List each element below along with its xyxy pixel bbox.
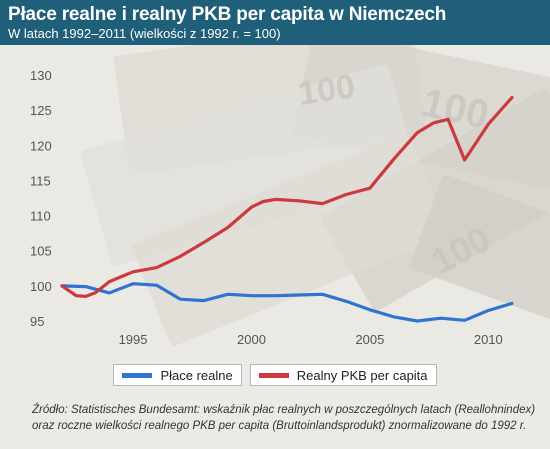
y-axis-ticks: 95 100 105 110 115 120 125 130 [30, 68, 52, 329]
series-line-realny-pkb [60, 95, 514, 298]
legend-item-place-realne: Płace realne [113, 364, 242, 386]
source-text-1: Statistisches Bundesamt: wskaźnik płac r… [71, 404, 536, 416]
chart-title: Płace realne i realny PKB per capita w N… [8, 4, 447, 25]
series-line-place-realne [60, 282, 514, 323]
series-lines [60, 95, 514, 323]
x-tick-label: 2005 [355, 332, 384, 347]
y-tick-label: 115 [30, 173, 51, 188]
y-tick-label: 130 [30, 68, 52, 83]
y-tick-label: 100 [30, 279, 52, 294]
chart-legend: Płace realne Realny PKB per capita [0, 364, 550, 386]
source-line-2: oraz roczne wielkości realnego PKB per c… [32, 420, 527, 432]
banknote-numeral: 100 [296, 67, 357, 113]
legend-label: Płace realne [160, 367, 233, 383]
source-line-1: Źródło: Statistisches Bundesamt: wskaźni… [32, 402, 547, 418]
x-tick-label: 1995 [119, 332, 148, 347]
y-tick-label: 95 [30, 314, 44, 329]
chart-header: Płace realne i realny PKB per capita w N… [0, 0, 550, 45]
banknote-shape [410, 174, 550, 336]
banknote-shape [80, 64, 420, 266]
y-tick-label: 125 [30, 103, 52, 118]
legend-swatch-red [258, 372, 289, 378]
x-tick-label: 2000 [237, 332, 266, 347]
y-tick-label: 120 [30, 138, 52, 153]
source-note: Źródło: Statistisches Bundesamt: wskaźni… [32, 402, 547, 434]
y-tick-label: 105 [30, 244, 52, 259]
y-tick-label: 110 [30, 209, 51, 224]
chart-subtitle: W latach 1992–2011 (wielkości z 1992 r. … [8, 26, 281, 41]
x-axis-ticks: 1995 2000 2005 2010 [119, 332, 503, 347]
legend-swatch-blue [122, 372, 153, 378]
x-tick-label: 2010 [474, 332, 503, 347]
legend-item-realny-pkb: Realny PKB per capita [249, 364, 437, 386]
legend-label: Realny PKB per capita [296, 367, 428, 383]
source-label: Źródło: [32, 404, 68, 416]
